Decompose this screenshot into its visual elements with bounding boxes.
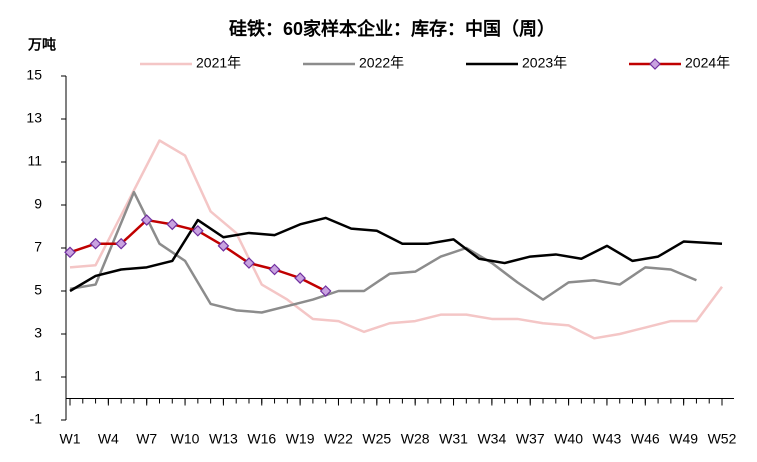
- point-marker: [294, 272, 306, 284]
- legend-label: 2021年: [196, 55, 241, 71]
- x-tick-label: W16: [247, 431, 276, 447]
- y-tick-label: 13: [26, 110, 42, 126]
- y-tick-label: 1: [34, 368, 42, 384]
- y-tick-label: 15: [26, 67, 42, 83]
- point-marker: [140, 214, 153, 226]
- x-tick-label: W19: [286, 431, 315, 447]
- point-marker: [89, 237, 102, 250]
- legend-marker: [649, 58, 661, 70]
- point-marker: [243, 257, 255, 269]
- line-series: [69, 190, 697, 314]
- y-tick-label: 9: [34, 196, 42, 212]
- legend-label: 2022年: [359, 55, 404, 71]
- y-tick-label: 11: [27, 153, 42, 169]
- chart-title: 硅铁：60家样本企业：库存：中国（周）: [229, 18, 555, 39]
- y-axis-unit: 万吨: [27, 37, 56, 53]
- point-marker: [268, 263, 281, 276]
- x-tick-label: W34: [477, 431, 506, 447]
- point-marker: [64, 246, 76, 259]
- point-marker: [319, 285, 332, 297]
- x-tick-label: W13: [209, 431, 238, 447]
- point-marker: [115, 237, 127, 250]
- point-marker: [166, 218, 179, 231]
- y-tick-label: 7: [34, 239, 42, 255]
- x-tick-label: W37: [516, 431, 545, 447]
- x-tick-label: W25: [362, 431, 391, 447]
- x-tick-label: W1: [60, 431, 81, 447]
- line-series: [69, 216, 723, 293]
- x-tick-label: W28: [401, 431, 430, 447]
- x-tick-label: W31: [439, 431, 468, 447]
- line-series: [69, 139, 724, 340]
- x-tick-label: W7: [136, 431, 157, 447]
- x-tick-label: W43: [593, 431, 622, 447]
- point-marker: [191, 224, 204, 237]
- x-tick-label: W22: [324, 431, 353, 447]
- x-tick-label: W40: [554, 431, 583, 447]
- x-tick-label: W10: [171, 431, 200, 447]
- x-tick-label: W52: [708, 431, 737, 447]
- x-tick-label: W49: [669, 431, 698, 447]
- x-tick-label: W46: [631, 431, 660, 447]
- x-tick-label: W4: [98, 431, 119, 447]
- legend-label: 2023年: [522, 55, 567, 71]
- y-tick-label: 3: [34, 325, 42, 341]
- y-tick-label: 5: [34, 282, 42, 298]
- y-tick-label: -1: [30, 411, 43, 427]
- point-marker: [217, 240, 230, 252]
- legend-label: 2024年: [685, 55, 730, 71]
